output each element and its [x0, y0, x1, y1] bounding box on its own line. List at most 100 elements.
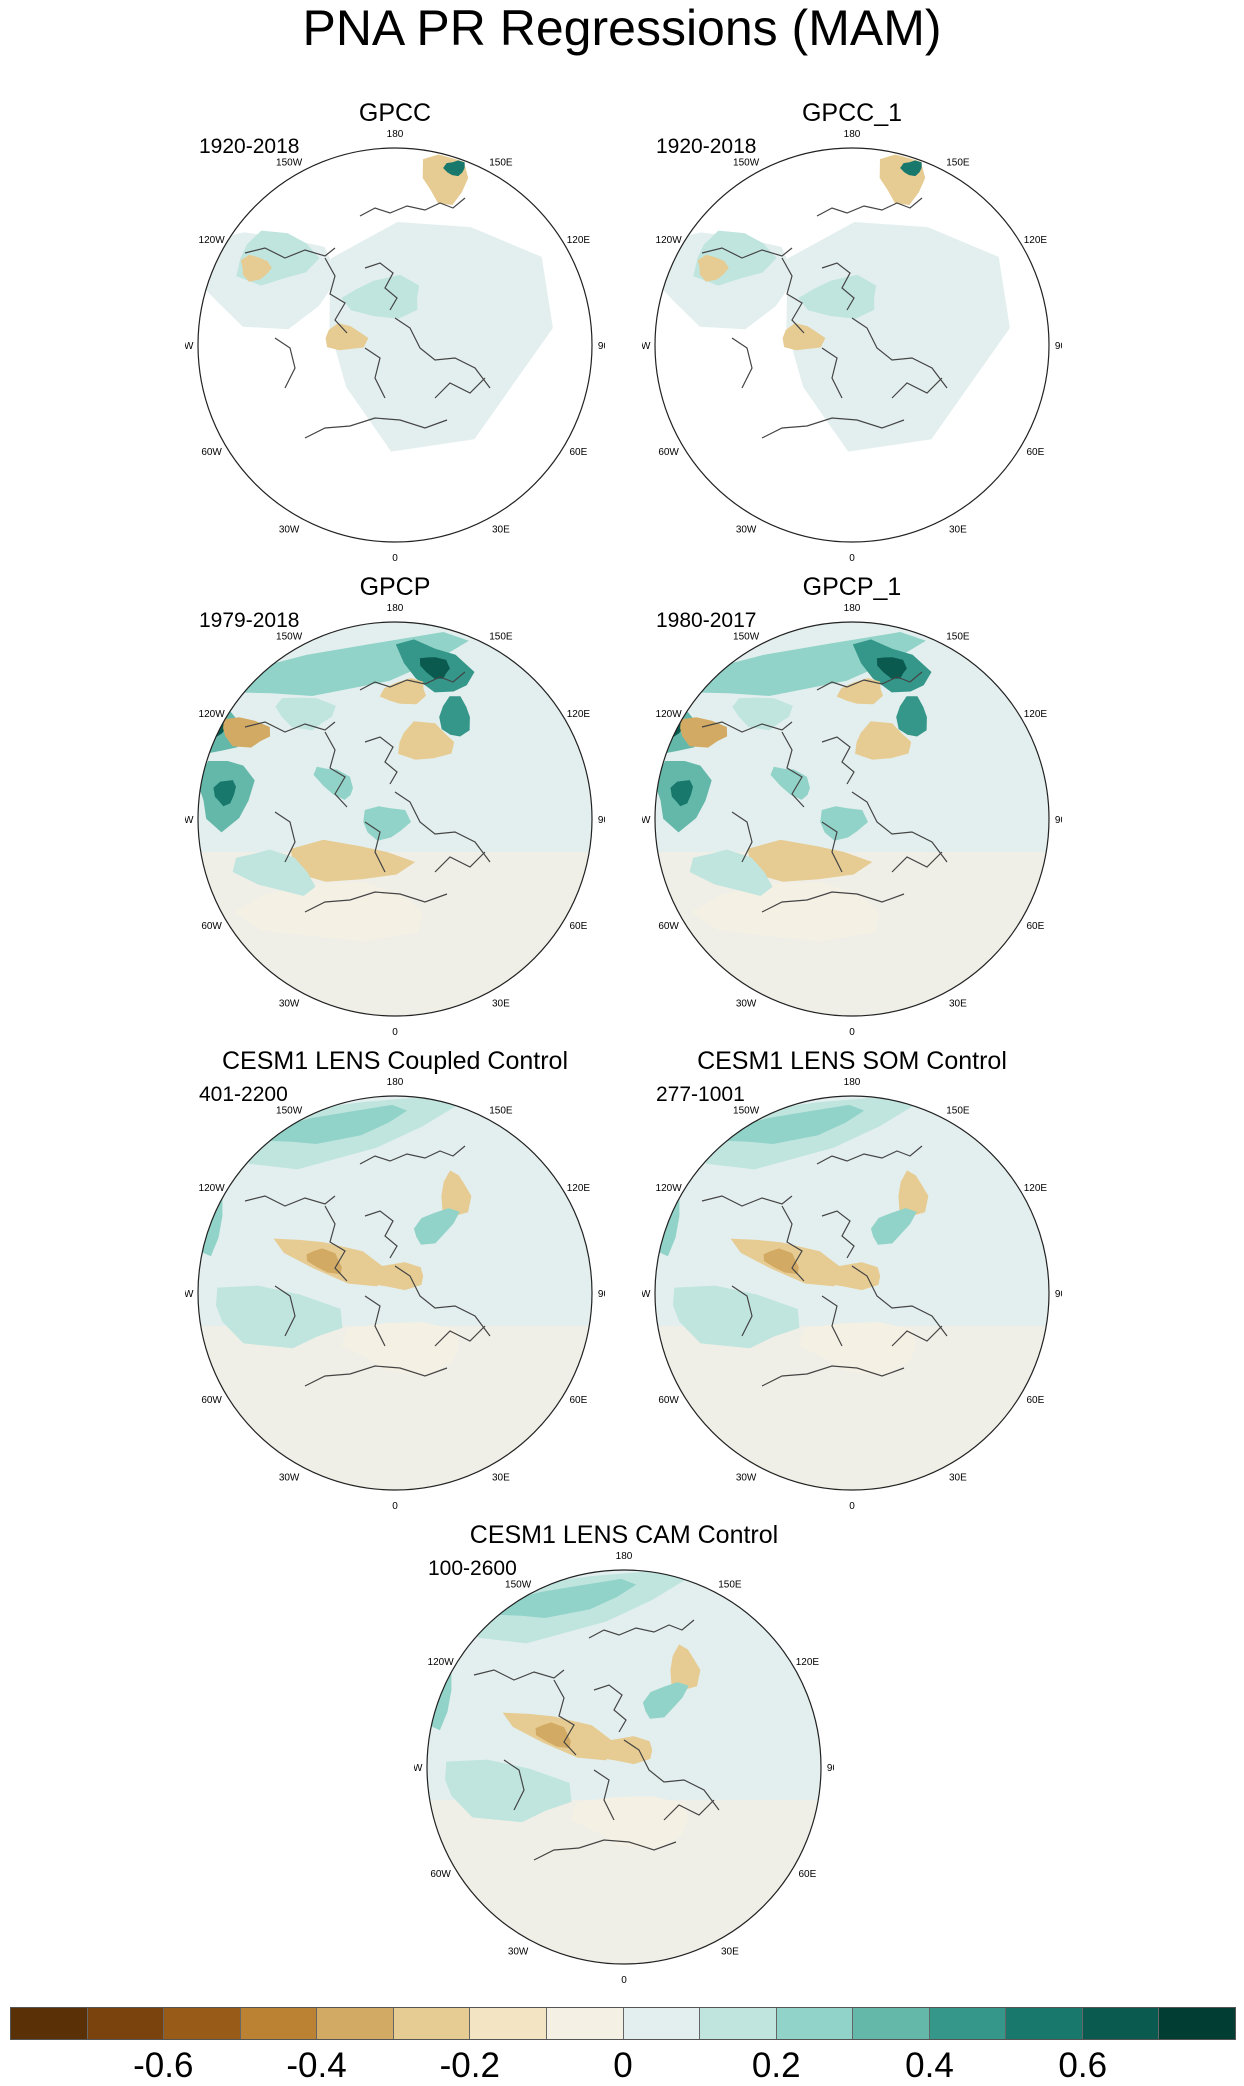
- panel-title: GPCP: [359, 573, 431, 601]
- panel-title: CESM1 LENS CAM Control: [469, 1521, 779, 1549]
- precip-contour: [870, 1208, 917, 1245]
- precip-contour: [275, 697, 336, 731]
- coastline: [663, 1799, 715, 1821]
- precip-contour: [379, 678, 426, 705]
- colorbar-swatch: [700, 2008, 777, 2039]
- longitude-label: 150W: [276, 1106, 303, 1117]
- longitude-label: 180: [616, 1551, 633, 1562]
- coastline: [324, 1205, 348, 1282]
- map-panel-gpcp: GPCP 1979-2018 180 150E 120E 90E 60E 30E 0 30W 6…: [185, 572, 605, 1052]
- colorbar-swatch: [776, 2008, 854, 2039]
- longitude-label: 90W: [185, 341, 194, 352]
- longitude-label: 30W: [736, 998, 757, 1009]
- coastline: [593, 1684, 627, 1733]
- precip-contour: [836, 678, 883, 705]
- precip-contour: [673, 1285, 800, 1349]
- longitude-label: 120E: [1024, 235, 1048, 246]
- map-panel-coupled-control: CESM1 LENS Coupled Control 401-2200 180 1…: [185, 1046, 605, 1526]
- coastline: [761, 1365, 905, 1387]
- precip-contour: [535, 1722, 571, 1749]
- precip-contour: [670, 1644, 701, 1692]
- map-boundary: [426, 1569, 822, 1965]
- coastline: [473, 1669, 565, 1681]
- precip-contour: [216, 1285, 343, 1349]
- longitude-label: 90E: [1055, 815, 1062, 826]
- precip-contour: [691, 882, 879, 941]
- longitude-label: 60E: [799, 1869, 817, 1880]
- panel-period: 1980-2017: [656, 609, 757, 632]
- coastline: [851, 317, 948, 389]
- precip-contour: [413, 1208, 460, 1245]
- precip-contour: [721, 1104, 865, 1144]
- colorbar-tick-label: 0.2: [751, 2046, 801, 2085]
- longitude-label: 60E: [570, 447, 588, 458]
- coastline: [761, 417, 905, 439]
- coastline: [781, 1205, 805, 1282]
- coastline: [364, 262, 398, 311]
- coastline: [324, 731, 348, 808]
- longitude-label: 150W: [276, 632, 303, 643]
- coastline: [434, 1325, 486, 1347]
- longitude-label: 90E: [1055, 341, 1062, 352]
- precip-contour: [855, 721, 912, 760]
- precip-contour: [876, 657, 907, 679]
- longitude-label: 120W: [199, 709, 226, 720]
- map-panel-cam-control: CESM1 LENS CAM Control 100-2600 180 150E 1…: [414, 1520, 834, 2000]
- longitude-label: 60E: [570, 1395, 588, 1406]
- panel-title: CESM1 LENS SOM Control: [697, 1047, 1007, 1075]
- precip-contour: [642, 1682, 689, 1719]
- colorbar-swatch: [470, 2008, 547, 2039]
- coastline: [274, 337, 296, 389]
- longitude-label: 30W: [508, 1946, 529, 1957]
- longitude-label: 120E: [567, 235, 591, 246]
- longitude-label: 60W: [201, 921, 222, 932]
- longitude-label: 180: [387, 129, 404, 140]
- colorbar-swatch: [393, 2008, 471, 2039]
- precip-contour: [234, 882, 422, 941]
- coastline: [623, 1739, 720, 1811]
- longitude-label: 120E: [1024, 1183, 1048, 1194]
- coastline: [304, 891, 448, 913]
- longitude-label: 30E: [492, 1472, 510, 1483]
- colorbar-swatch: [1082, 2008, 1160, 2039]
- longitude-label: 120E: [567, 1183, 591, 1194]
- coastline: [394, 317, 491, 389]
- longitude-label: 90W: [642, 815, 651, 826]
- coastline: [533, 1839, 677, 1861]
- longitude-label: 60W: [658, 921, 679, 932]
- longitude-label: 0: [392, 1027, 398, 1038]
- polar-map: 180 150E 120E 90E 60E 30E 0 30W 60W 90W 120W 150W: [414, 1551, 834, 1986]
- panel-period: 1979-2018: [199, 609, 300, 632]
- longitude-label: 150E: [946, 1106, 970, 1117]
- coastline: [364, 821, 386, 873]
- longitude-label: 180: [387, 603, 404, 614]
- colorbar-tick-label: -0.2: [439, 2046, 500, 2085]
- precip-contour: [439, 696, 470, 737]
- coastline: [394, 791, 491, 863]
- coastline: [364, 1295, 386, 1347]
- longitude-label: 180: [387, 1077, 404, 1088]
- precip-contour: [700, 1096, 825, 1100]
- coastline: [359, 197, 466, 217]
- longitude-label: 150W: [733, 158, 760, 169]
- precip-contour: [814, 1262, 881, 1291]
- longitude-label: 0: [849, 1501, 855, 1512]
- longitude-label: 90E: [1055, 1289, 1062, 1300]
- colorbar-swatch: [546, 2008, 624, 2039]
- coastline: [503, 1759, 525, 1811]
- precip-contour: [763, 1248, 799, 1275]
- colorbar-tick-label: 0: [613, 2046, 633, 2085]
- precip-contour: [240, 254, 272, 282]
- precip-contour: [687, 622, 831, 635]
- coastline: [816, 671, 923, 691]
- coastline: [434, 851, 486, 873]
- panel-period: 100-2600: [428, 1557, 517, 1580]
- longitude-label: 30E: [949, 524, 967, 535]
- coastline: [701, 1195, 793, 1207]
- coastline: [701, 721, 793, 733]
- map-boundary: [197, 147, 593, 543]
- polar-map: 180 150E 120E 90E 60E 30E 0 30W 60W 90W 120W 150W: [185, 129, 605, 564]
- precip-contour: [306, 1248, 342, 1275]
- coastline: [816, 197, 923, 217]
- longitude-label: 120W: [199, 1183, 226, 1194]
